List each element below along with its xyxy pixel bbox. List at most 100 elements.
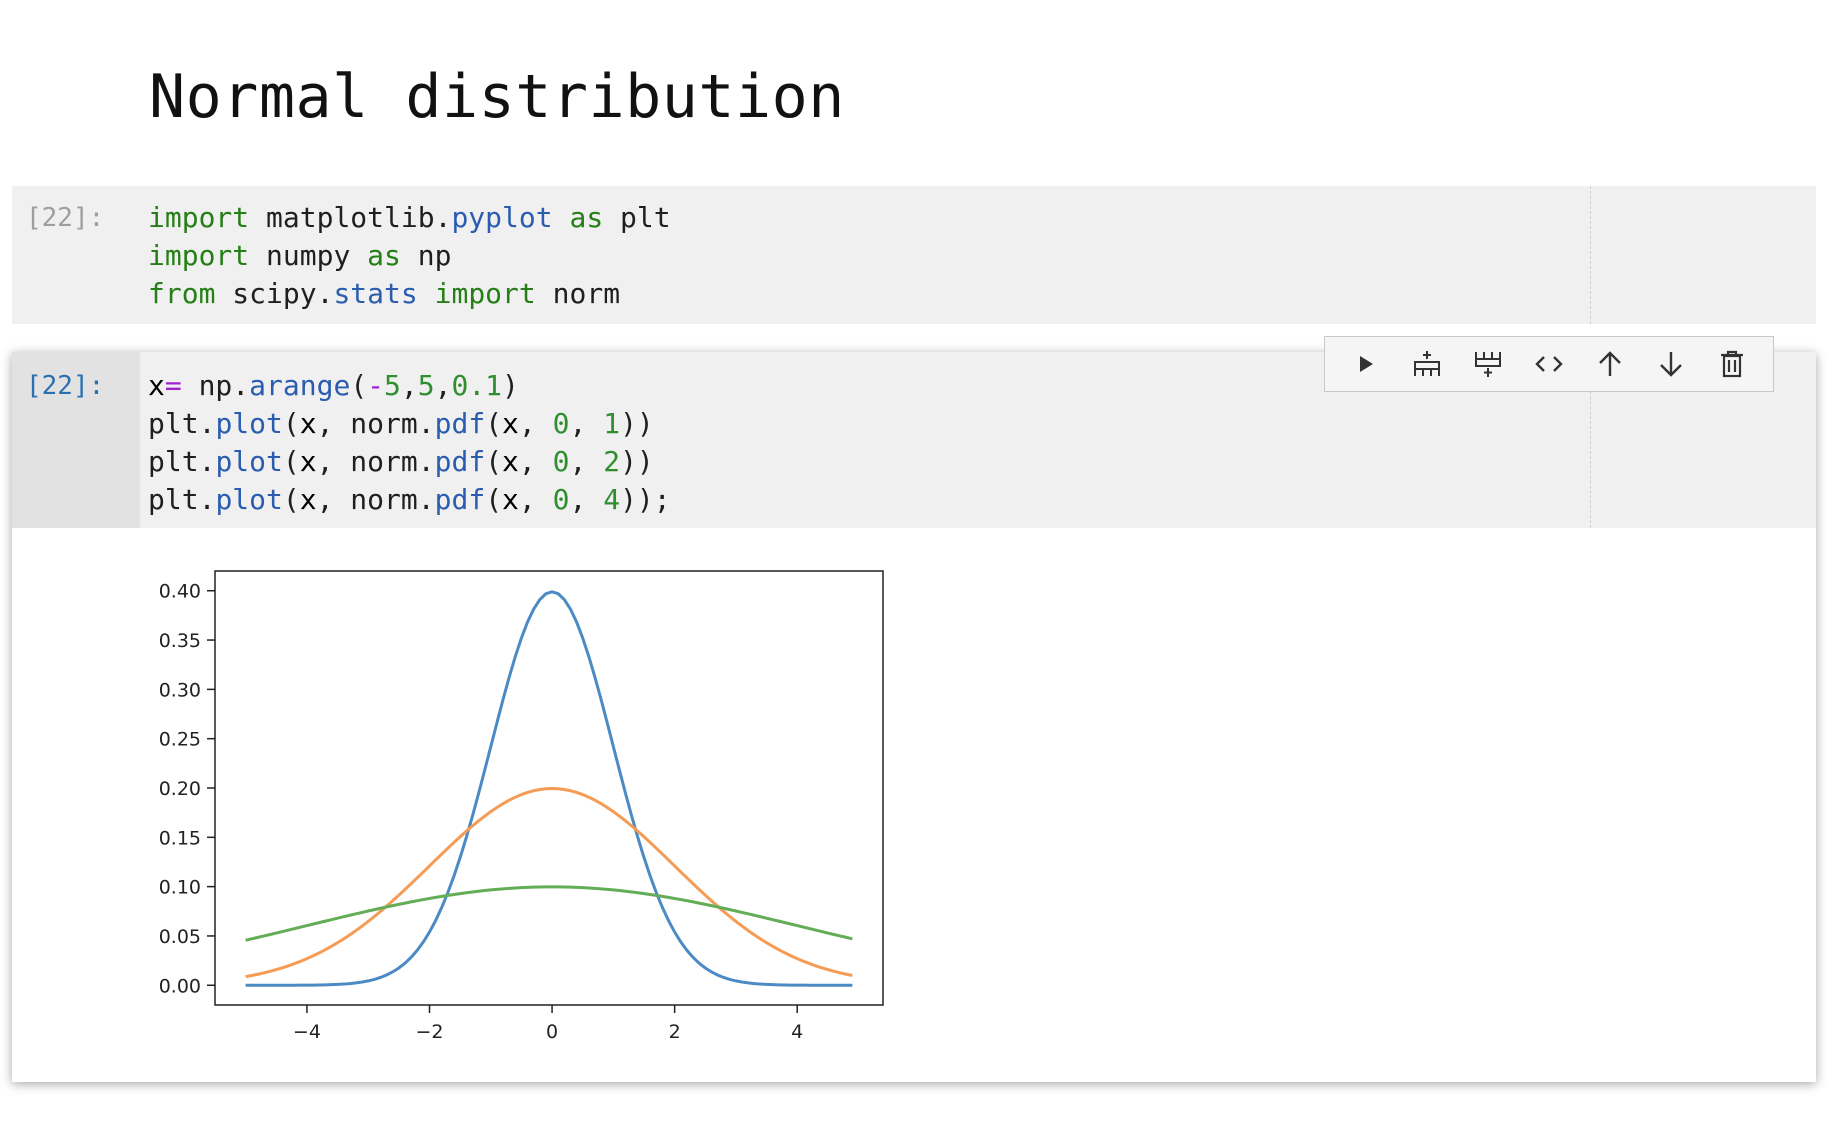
code-token: ( (282, 445, 300, 478)
code-line: plt.plot(x, norm.pdf(x, 0, 2)) (148, 443, 671, 481)
delete-icon[interactable] (1710, 342, 1754, 386)
code-line: x= np.arange(-5,5,0.1) (148, 367, 671, 405)
move-up-icon[interactable] (1588, 342, 1632, 386)
code-token: , (400, 369, 418, 402)
code-token: plt. (148, 407, 216, 440)
code-token: pdf (434, 483, 486, 516)
code-token: )) (620, 445, 654, 478)
series-lines (245, 590, 853, 987)
code-token: import (148, 239, 250, 272)
code-token: np (400, 239, 452, 272)
code-token: pdf (434, 407, 486, 440)
y-tick-label: 0.40 (159, 581, 201, 603)
insert-cell-above-icon[interactable] (1405, 342, 1449, 386)
code-token: , (434, 369, 452, 402)
y-tick-label: 0.10 (159, 877, 201, 899)
code-token: norm (535, 277, 621, 310)
code-line: plt.plot(x, norm.pdf(x, 0, 4)); (148, 481, 671, 519)
code-token: = (164, 369, 182, 402)
code-cell-plot[interactable]: [22]: x= np.arange(-5,5,0.1) plt.plot(x, … (12, 352, 1816, 1082)
normal-distribution-chart: −4 −2 0 2 4 0.00 0.05 0.10 0.15 0.20 0.25 0.30 0.35 0… (159, 570, 884, 1043)
ruler-line (1590, 352, 1591, 528)
code-token: , (569, 445, 604, 478)
code-token: ) (502, 369, 519, 402)
code-token: , (518, 445, 553, 478)
x-tick-label: −4 (293, 1021, 321, 1043)
x-tick-label: 2 (669, 1021, 681, 1043)
code-token: , norm. (316, 407, 435, 440)
run-icon[interactable] (1344, 342, 1388, 386)
code-token: 0 (552, 445, 570, 478)
code-token: )) (620, 407, 654, 440)
y-tick-label: 0.15 (159, 827, 201, 849)
code-line: plt.plot(x, norm.pdf(x, 0, 1)) (148, 405, 671, 443)
code-token: x (502, 407, 519, 440)
code-token: ( (282, 407, 300, 440)
code-token: plot (215, 407, 283, 440)
code-token: ( (282, 483, 300, 516)
code-cell-imports[interactable]: [22]: import matplotlib.pyplot as plt imp… (12, 186, 1816, 324)
x-tick-label: −2 (415, 1021, 443, 1043)
code-editor[interactable]: x= np.arange(-5,5,0.1) plt.plot(x, norm.p… (148, 367, 671, 519)
code-token: , (518, 407, 553, 440)
code-token: 1 (603, 407, 621, 440)
x-tick-label: 0 (546, 1021, 558, 1043)
cell-prompt-active: [22]: (26, 371, 105, 401)
code-line: import numpy as np (148, 237, 671, 275)
code-token (418, 277, 435, 310)
cell-gutter[interactable] (12, 352, 140, 528)
y-tick-label: 0.35 (159, 630, 201, 652)
ruler-line (1590, 186, 1591, 324)
code-token: , (569, 407, 604, 440)
code-token: x (299, 483, 317, 516)
code-token: , (518, 483, 553, 516)
code-token: x (502, 483, 519, 516)
page-title: Normal distribution (149, 62, 845, 132)
code-token: pdf (434, 445, 486, 478)
y-tick-label: 0.00 (159, 975, 201, 997)
code-token: 0 (552, 407, 570, 440)
code-token: ( (485, 483, 503, 516)
axis-ticks: −4 −2 0 2 4 0.00 0.05 0.10 0.15 0.20 0.25 0.30 0.35 0… (159, 581, 804, 1043)
code-token: import (434, 277, 536, 310)
y-tick-label: 0.20 (159, 778, 201, 800)
insert-cell-below-icon[interactable] (1466, 342, 1510, 386)
code-token: 0 (552, 483, 570, 516)
code-token: ( (485, 445, 503, 478)
code-token: 5 (384, 369, 401, 402)
code-token: 5 (417, 369, 435, 402)
code-token: )); (620, 483, 671, 516)
code-token: plt. (148, 445, 216, 478)
code-token: plt (603, 201, 671, 234)
y-tick-label: 0.05 (159, 926, 201, 948)
code-token: matplotlib. (249, 201, 452, 234)
code-token: , (569, 483, 604, 516)
code-token: as (569, 201, 604, 234)
code-token: plot (215, 445, 283, 478)
series-line-2 (245, 787, 853, 979)
code-token: , norm. (316, 445, 435, 478)
toggle-code-icon[interactable] (1527, 342, 1571, 386)
move-down-icon[interactable] (1649, 342, 1693, 386)
code-line: import matplotlib.pyplot as plt (148, 199, 671, 237)
code-token: import (148, 201, 250, 234)
code-token: ( (350, 369, 368, 402)
x-tick-label: 4 (791, 1021, 803, 1043)
code-token: x (299, 445, 317, 478)
code-line: from scipy.stats import norm (148, 275, 671, 313)
code-token: x (148, 369, 165, 402)
series-line-3 (245, 885, 853, 942)
code-token: 0.1 (451, 369, 503, 402)
code-token: np. (181, 369, 250, 402)
code-token: ( (485, 407, 503, 440)
cell-prompt: [22]: (26, 203, 105, 233)
code-token: 2 (603, 445, 621, 478)
code-token: x (299, 407, 317, 440)
y-tick-label: 0.25 (159, 729, 201, 751)
code-token: 4 (603, 483, 621, 516)
code-editor[interactable]: import matplotlib.pyplot as plt import nu… (148, 199, 671, 313)
code-token: plot (215, 483, 283, 516)
code-token: as (367, 239, 401, 272)
code-token: plt. (148, 483, 216, 516)
code-token: - (367, 369, 385, 402)
